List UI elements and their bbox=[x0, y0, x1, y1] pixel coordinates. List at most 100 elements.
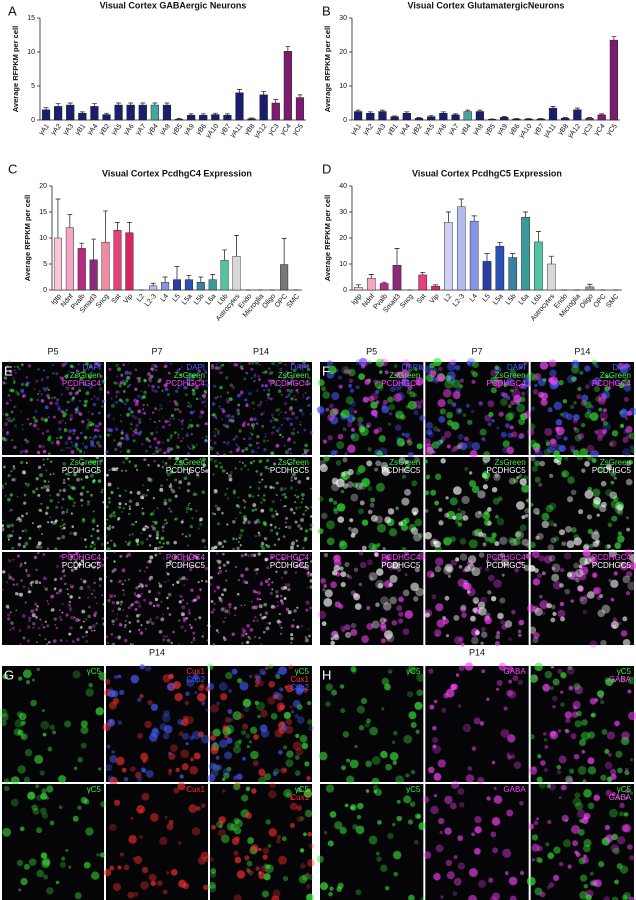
cell-texture bbox=[239, 461, 241, 463]
cell-texture bbox=[187, 427, 189, 429]
cell-texture bbox=[125, 470, 127, 472]
cell-texture bbox=[425, 447, 434, 456]
cell-texture bbox=[224, 734, 228, 738]
x-tick-label: γB5 bbox=[484, 123, 497, 137]
cell-texture bbox=[214, 397, 217, 400]
cell-texture bbox=[209, 625, 211, 627]
cell-texture bbox=[273, 691, 279, 697]
cell-texture bbox=[180, 749, 189, 758]
cell-texture bbox=[1, 484, 4, 487]
cell-texture bbox=[323, 584, 327, 588]
cell-texture bbox=[129, 508, 131, 510]
cell-texture bbox=[149, 555, 153, 559]
cell-texture bbox=[54, 547, 57, 550]
cell-texture bbox=[450, 803, 457, 810]
cell-texture bbox=[329, 498, 334, 503]
cell-texture bbox=[487, 400, 494, 407]
cell-texture bbox=[250, 461, 253, 464]
cell-texture bbox=[215, 505, 218, 508]
x-tick-label: γB2 bbox=[411, 123, 424, 137]
cell-texture bbox=[159, 488, 163, 492]
cell-texture bbox=[501, 432, 507, 438]
cell-texture bbox=[237, 870, 245, 878]
cell-texture bbox=[63, 449, 65, 451]
cell-texture bbox=[233, 491, 236, 494]
cell-texture bbox=[383, 400, 388, 405]
cell-texture bbox=[284, 411, 287, 414]
cell-texture bbox=[128, 513, 130, 515]
cell-texture bbox=[14, 728, 21, 735]
cell-texture bbox=[65, 849, 68, 852]
cell-texture bbox=[453, 486, 462, 495]
cell-texture bbox=[453, 615, 459, 621]
cell-texture bbox=[547, 852, 554, 859]
cell-texture bbox=[519, 801, 524, 806]
cell-texture bbox=[158, 409, 160, 411]
cell-texture bbox=[552, 696, 558, 702]
cell-texture bbox=[1, 524, 4, 527]
cell-texture bbox=[211, 600, 214, 603]
bar bbox=[431, 286, 439, 290]
error-bar bbox=[103, 211, 108, 242]
cell-texture bbox=[194, 410, 196, 412]
cell-texture bbox=[291, 642, 293, 644]
cell-texture bbox=[27, 574, 31, 578]
cell-texture bbox=[46, 887, 54, 895]
cell-texture bbox=[75, 412, 77, 414]
cell-texture bbox=[429, 705, 434, 710]
cell-texture bbox=[248, 392, 252, 396]
cell-texture bbox=[445, 596, 450, 601]
cell-texture bbox=[102, 618, 104, 620]
cell-texture bbox=[151, 622, 154, 625]
cell-texture bbox=[608, 523, 613, 528]
cell-texture bbox=[127, 892, 134, 899]
cell-texture bbox=[190, 508, 193, 511]
cell-texture bbox=[627, 844, 633, 850]
cell-texture bbox=[107, 719, 115, 727]
cell-texture bbox=[273, 890, 281, 898]
cell-texture bbox=[175, 390, 178, 393]
cell-texture bbox=[163, 502, 167, 506]
bar bbox=[366, 113, 374, 120]
cell-texture bbox=[248, 362, 251, 365]
cell-texture bbox=[136, 805, 145, 814]
cell-texture bbox=[509, 877, 518, 886]
cell-texture bbox=[119, 555, 122, 558]
cell-texture bbox=[240, 468, 243, 471]
cell-texture bbox=[472, 442, 480, 450]
cell-texture bbox=[605, 825, 610, 830]
cell-texture bbox=[207, 683, 214, 690]
bar bbox=[391, 117, 399, 120]
cell-texture bbox=[63, 527, 66, 530]
cell-texture bbox=[254, 418, 257, 421]
cell-texture bbox=[157, 464, 160, 467]
cell-texture bbox=[485, 537, 490, 542]
cell-texture bbox=[170, 437, 172, 439]
cell-texture bbox=[63, 490, 65, 492]
cell-texture bbox=[145, 450, 147, 452]
cell-texture bbox=[230, 718, 233, 721]
cell-texture bbox=[96, 622, 98, 624]
cell-texture bbox=[100, 801, 106, 807]
bar bbox=[525, 119, 533, 120]
cell-texture bbox=[256, 389, 259, 392]
cell-texture bbox=[266, 566, 269, 569]
cell-texture bbox=[161, 390, 163, 392]
cell-texture bbox=[592, 879, 598, 885]
cell-texture bbox=[474, 826, 481, 833]
cell-texture bbox=[622, 437, 628, 443]
cell-texture bbox=[459, 665, 465, 671]
cell-texture bbox=[37, 368, 39, 370]
cell-texture bbox=[326, 683, 333, 690]
cell-texture bbox=[211, 611, 214, 614]
cell-texture bbox=[625, 768, 628, 771]
cell-texture bbox=[210, 735, 216, 741]
cell-texture bbox=[229, 362, 231, 364]
cell-texture bbox=[367, 447, 371, 451]
bar bbox=[233, 256, 241, 290]
cell-texture bbox=[35, 380, 38, 383]
cell-texture bbox=[41, 533, 43, 535]
cell-texture bbox=[221, 593, 224, 596]
cell-texture bbox=[257, 442, 260, 445]
cell-texture bbox=[183, 584, 185, 586]
